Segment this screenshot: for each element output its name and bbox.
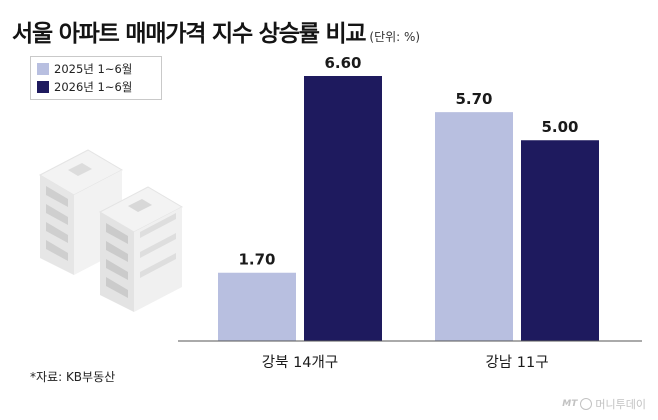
legend-label-2025: 2025년 1~6월 xyxy=(54,62,133,76)
x-tick-label-gangbuk: 강북 14개구 xyxy=(262,354,338,371)
watermark-logo-icon xyxy=(580,398,593,410)
chart-title: 서울 아파트 매매가격 지수 상승률 비교 (단위: %) xyxy=(12,21,421,47)
unit-label: (단위: %) xyxy=(369,30,421,44)
bar-2025-gangnam xyxy=(435,112,513,342)
legend-label-2026: 2026년 1~6월 xyxy=(54,80,133,94)
value-label-2025-gangbuk: 1.70 xyxy=(238,251,275,269)
legend-swatch-2026 xyxy=(37,81,49,93)
bar-2025-gangbuk xyxy=(218,272,296,341)
value-label-2025-gangnam: 5.70 xyxy=(455,90,492,108)
watermark-name: 머니투데이 xyxy=(595,398,646,411)
source-note: *자료: KB부동산 xyxy=(30,370,116,384)
legend-item-2025: 2025년 1~6월 xyxy=(37,60,155,78)
value-labels-layer: 1.70 6.60 5.70 5.00 xyxy=(238,54,578,269)
building-illustration xyxy=(38,149,184,312)
legend-item-2026: 2026년 1~6월 xyxy=(37,78,155,96)
watermark-mt: MT xyxy=(562,399,578,409)
value-label-2026-gangbuk: 6.60 xyxy=(324,54,361,72)
value-label-2026-gangnam: 5.00 xyxy=(541,118,578,136)
legend: 2025년 1~6월 2026년 1~6월 xyxy=(30,56,162,100)
watermark: MT 머니투데이 xyxy=(562,396,646,412)
legend-swatch-2025 xyxy=(37,63,49,75)
bar-2026-gangbuk xyxy=(304,76,382,341)
bar-2026-gangnam xyxy=(521,140,599,341)
x-tick-label-gangnam: 강남 11구 xyxy=(485,354,548,371)
bars-layer xyxy=(218,76,599,342)
x-axis: 강북 14개구 강남 11구 xyxy=(178,340,642,371)
